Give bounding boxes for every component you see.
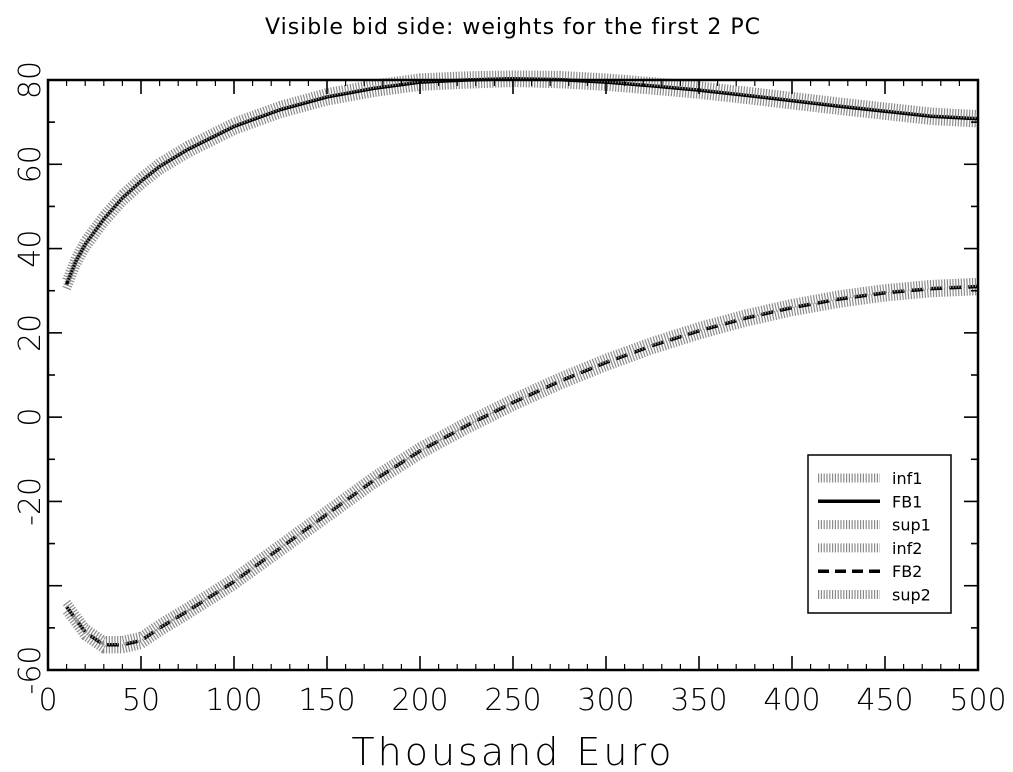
chart-title: Visible bid side: weights for the first … [265, 15, 761, 40]
x-tick-label: 400 [763, 683, 820, 718]
series-sup1-line [62, 70, 979, 282]
x-tick-label: 100 [205, 683, 262, 718]
x-tick-label: 250 [484, 683, 541, 718]
y-tick-label: 40 [13, 230, 48, 268]
x-tick-label: 150 [298, 683, 355, 718]
legend-box [807, 454, 952, 614]
series-inf1-line [62, 77, 979, 291]
y-tick-label: 60 [13, 145, 48, 183]
axis-ticks: 0 50 100 150 200 250 300 350 400 450 500 -60 -20 0 20 4… [13, 61, 1007, 718]
x-tick-label: 300 [577, 683, 634, 718]
series-FB2-line [65, 284, 979, 647]
y-tick-label: 80 [13, 61, 48, 99]
series-sup2-line [62, 277, 979, 645]
legend-label-FB2: FB2 [892, 562, 922, 581]
legend-label-inf1: inf1 [892, 469, 922, 488]
y-tick-label: 20 [13, 314, 48, 352]
y-tick-label: 0 [13, 408, 48, 427]
legend-label-inf2: inf2 [892, 539, 922, 558]
x-tick-label: 350 [670, 683, 727, 718]
x-tick-label: 500 [949, 683, 1006, 718]
x-axis-title: Thousand Euro [351, 730, 674, 772]
legend-label-FB1: FB1 [892, 492, 922, 511]
x-tick-label: 200 [391, 683, 448, 718]
legend-label-sup2: sup2 [892, 586, 931, 605]
y-tick-label: -20 [13, 477, 48, 526]
series-inf2-line [62, 286, 979, 654]
legend: inf1 FB1 sup1 inf2 FB2 sup2 [807, 454, 952, 614]
x-tick-label: 50 [122, 683, 160, 718]
legend-label-sup1: sup1 [892, 516, 931, 535]
x-tick-label: 450 [856, 683, 913, 718]
x-tick-label: 0 [38, 683, 57, 718]
y-tick-label: -60 [13, 646, 48, 695]
